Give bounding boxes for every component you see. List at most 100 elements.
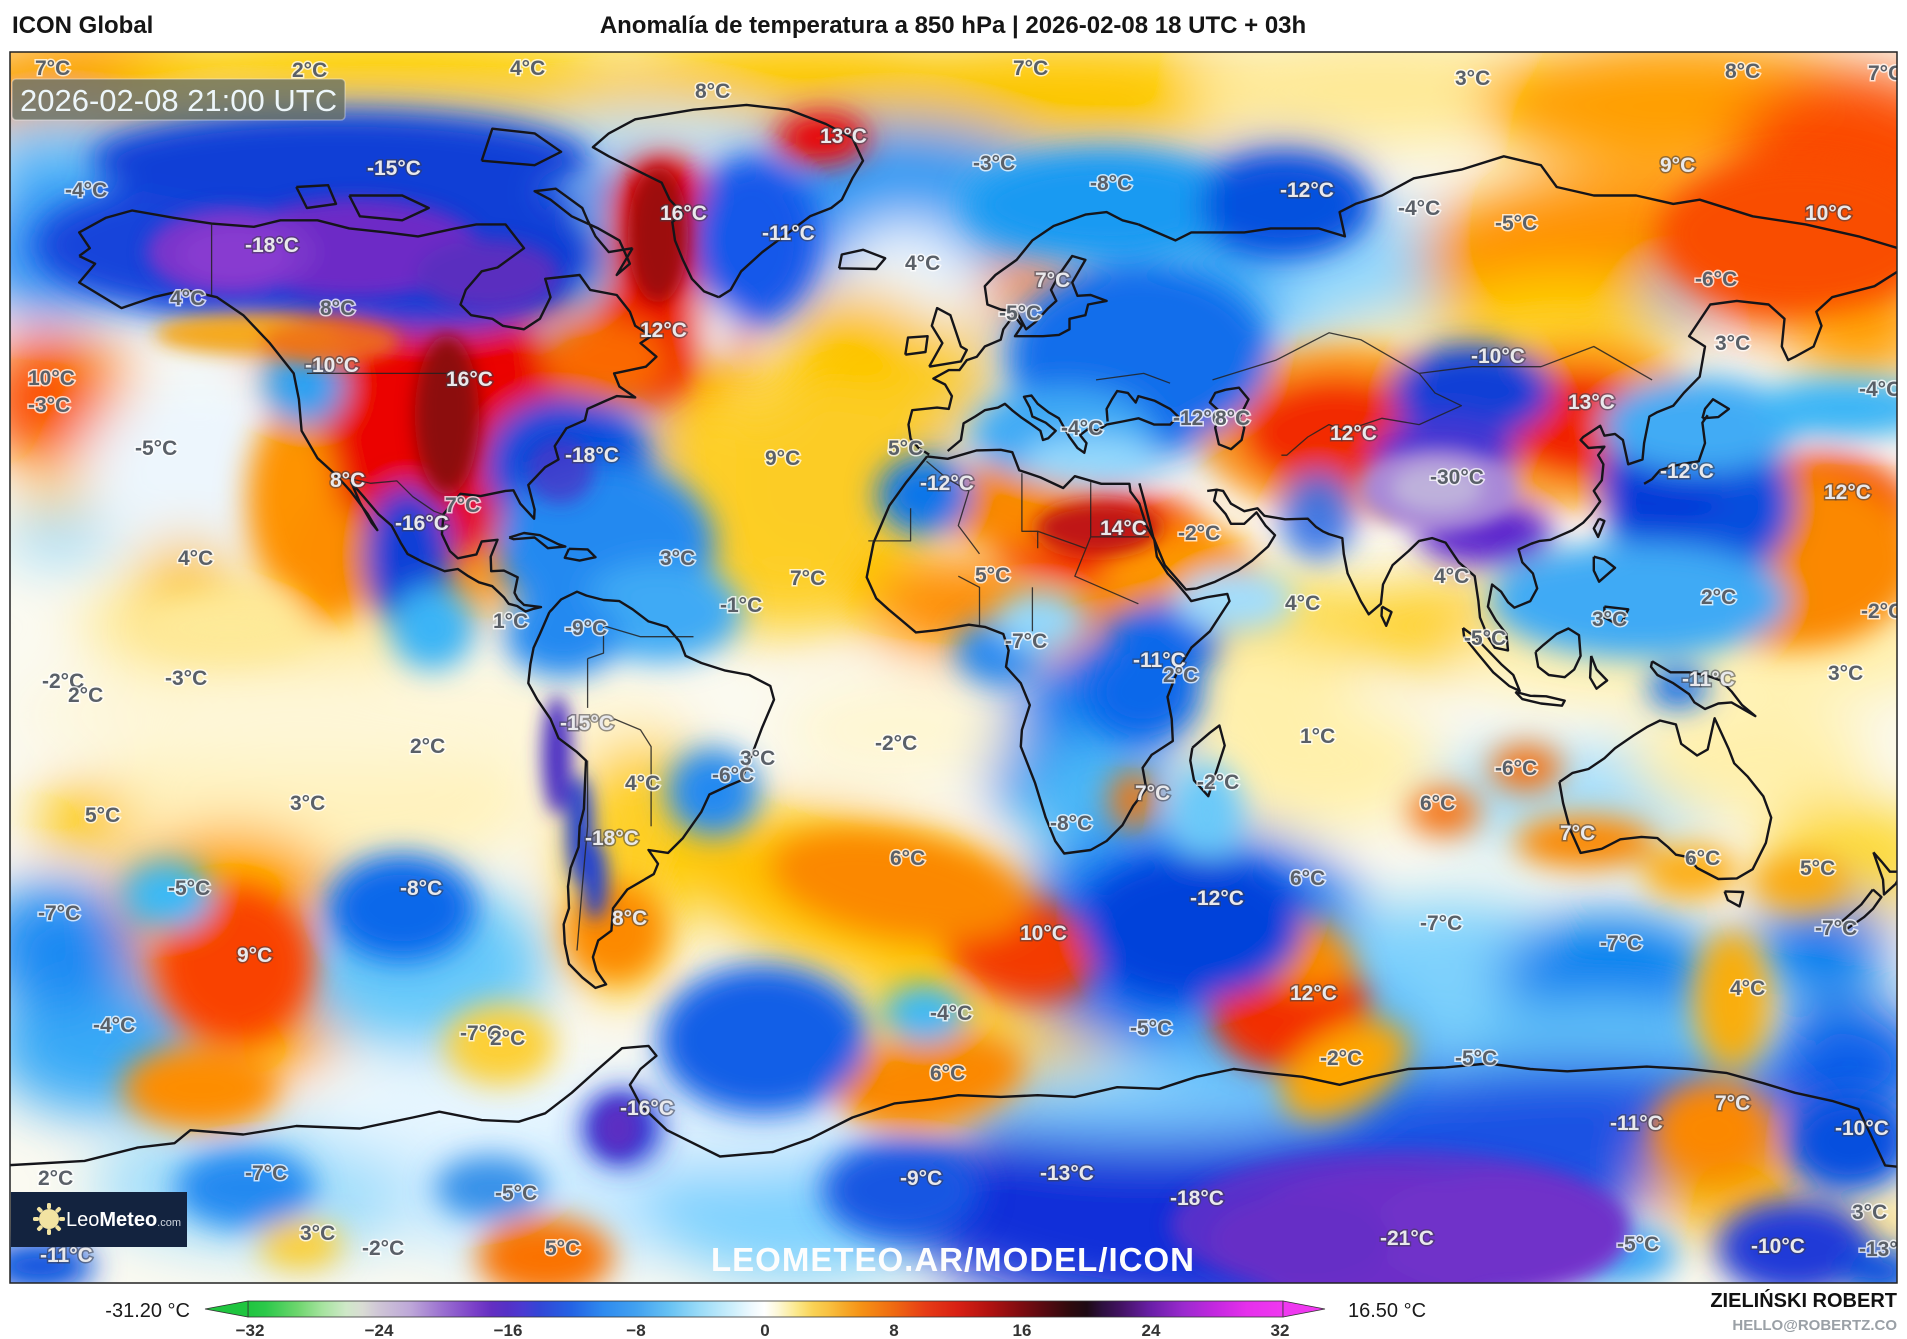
svg-text:-5°C: -5°C: [1617, 1233, 1659, 1256]
svg-text:-31.20 °C: -31.20 °C: [105, 1300, 190, 1322]
svg-text:12°C: 12°C: [1290, 982, 1337, 1005]
svg-text:5°C: 5°C: [888, 437, 923, 460]
svg-text:-30°C: -30°C: [1430, 466, 1484, 489]
svg-text:-7°C: -7°C: [1420, 912, 1462, 935]
svg-text:-5°C: -5°C: [1455, 1047, 1497, 1070]
svg-text:5°C: 5°C: [1800, 857, 1835, 880]
svg-text:-18°C: -18°C: [245, 234, 299, 257]
svg-text:7°C: 7°C: [1035, 269, 1070, 292]
svg-text:-7°C: -7°C: [460, 1022, 502, 1045]
svg-text:LeoMeteo.com: LeoMeteo.com: [66, 1209, 181, 1231]
svg-text:-8°C: -8°C: [1090, 172, 1132, 195]
svg-text:-18°C: -18°C: [565, 444, 619, 467]
svg-text:-4°C: -4°C: [930, 1002, 972, 1025]
svg-text:12°C: 12°C: [1330, 422, 1377, 445]
svg-text:-7°C: -7°C: [1815, 917, 1857, 940]
svg-text:6°C: 6°C: [1290, 867, 1325, 890]
svg-text:-7°C: -7°C: [1005, 630, 1047, 653]
svg-text:3°C: 3°C: [1828, 662, 1863, 685]
svg-text:12°C: 12°C: [640, 319, 687, 342]
svg-text:4°C: 4°C: [1285, 592, 1320, 615]
svg-text:-1°C: -1°C: [720, 594, 762, 617]
svg-text:4°C: 4°C: [178, 547, 213, 570]
svg-text:LEOMETEO.AR/MODEL/ICON: LEOMETEO.AR/MODEL/ICON: [711, 1241, 1195, 1278]
svg-text:-4°C: -4°C: [93, 1014, 135, 1037]
svg-text:13°C: 13°C: [820, 125, 867, 148]
svg-text:-5°C: -5°C: [168, 877, 210, 900]
svg-text:7°C: 7°C: [1715, 1092, 1750, 1115]
svg-text:−24: −24: [365, 1321, 394, 1339]
svg-text:-12°C: -12°C: [1660, 460, 1714, 483]
svg-text:9°C: 9°C: [1660, 154, 1695, 177]
svg-text:-18°C: -18°C: [1170, 1187, 1224, 1210]
svg-text:-16°C: -16°C: [620, 1097, 674, 1120]
svg-text:-11°C: -11°C: [40, 1244, 93, 1267]
svg-text:-3°C: -3°C: [28, 394, 70, 417]
svg-text:5°C: 5°C: [85, 804, 120, 827]
svg-text:2026-02-08 21:00 UTC: 2026-02-08 21:00 UTC: [20, 83, 337, 118]
svg-text:-6°C: -6°C: [1695, 268, 1737, 291]
svg-text:2°C: 2°C: [38, 1167, 73, 1190]
svg-text:-21°C: -21°C: [1380, 1227, 1434, 1250]
svg-text:-4°C: -4°C: [1859, 378, 1901, 401]
svg-text:ICON Global: ICON Global: [12, 12, 153, 39]
svg-text:-3°C: -3°C: [973, 152, 1015, 175]
svg-text:-4°C: -4°C: [65, 179, 107, 202]
svg-text:3°C: 3°C: [1455, 67, 1490, 90]
svg-text:-18°C: -18°C: [585, 827, 639, 850]
svg-text:2°C: 2°C: [1701, 586, 1736, 609]
svg-text:8°C: 8°C: [330, 469, 365, 492]
svg-text:6°C: 6°C: [890, 847, 925, 870]
svg-text:3°C: 3°C: [660, 547, 695, 570]
svg-text:7°C: 7°C: [1560, 822, 1595, 845]
svg-text:4°C: 4°C: [625, 772, 660, 795]
svg-text:-7°C: -7°C: [38, 902, 80, 925]
svg-text:-2°C: -2°C: [362, 1237, 404, 1260]
svg-text:10°C: 10°C: [28, 367, 75, 390]
svg-text:0: 0: [760, 1321, 769, 1339]
svg-text:-2°C: -2°C: [42, 670, 84, 693]
svg-text:-3°C: -3°C: [165, 667, 207, 690]
svg-text:3°C: 3°C: [1592, 608, 1627, 631]
svg-text:-2°C: -2°C: [875, 732, 917, 755]
svg-text:-10°C: -10°C: [1835, 1117, 1889, 1140]
svg-text:4°C: 4°C: [1434, 565, 1469, 588]
svg-text:16.50 °C: 16.50 °C: [1348, 1300, 1426, 1322]
svg-text:-5°C: -5°C: [495, 1182, 537, 1205]
svg-text:4°C: 4°C: [1730, 977, 1765, 1000]
svg-text:-11°C: -11°C: [1133, 649, 1186, 672]
svg-text:8°C: 8°C: [695, 80, 730, 103]
svg-text:6°C: 6°C: [930, 1062, 965, 1085]
svg-text:-16°C: -16°C: [395, 512, 449, 535]
svg-text:6°C: 6°C: [1420, 792, 1455, 815]
svg-text:2°C: 2°C: [68, 684, 103, 707]
svg-text:2°C: 2°C: [1163, 664, 1198, 687]
svg-text:3°C: 3°C: [740, 747, 775, 770]
svg-text:16°C: 16°C: [660, 202, 707, 225]
svg-text:-7°C: -7°C: [1600, 932, 1642, 955]
svg-text:7°C: 7°C: [1135, 782, 1170, 805]
svg-text:9°C: 9°C: [237, 944, 272, 967]
svg-text:-5°C: -5°C: [999, 302, 1041, 325]
svg-text:8°C: 8°C: [1215, 407, 1250, 430]
svg-text:-2°C: -2°C: [1197, 771, 1239, 794]
svg-text:-10°C: -10°C: [1751, 1235, 1805, 1258]
svg-text:5°C: 5°C: [545, 1237, 580, 1260]
svg-text:2°C: 2°C: [410, 735, 445, 758]
svg-text:7°C: 7°C: [1868, 62, 1903, 85]
svg-text:-10°C: -10°C: [1471, 345, 1525, 368]
svg-text:-5°C: -5°C: [1464, 627, 1506, 650]
svg-text:-6°C: -6°C: [1495, 757, 1537, 780]
svg-text:−32: −32: [236, 1321, 265, 1339]
svg-text:3°C: 3°C: [1715, 332, 1750, 355]
svg-text:8°C: 8°C: [1725, 60, 1760, 83]
svg-text:HELLO@ROBERTZ.CO: HELLO@ROBERTZ.CO: [1732, 1317, 1897, 1334]
svg-text:7°C: 7°C: [1013, 57, 1048, 80]
svg-text:ZIELIŃSKI ROBERT: ZIELIŃSKI ROBERT: [1710, 1289, 1897, 1312]
svg-text:13°C: 13°C: [1568, 391, 1615, 414]
svg-text:32: 32: [1271, 1321, 1290, 1339]
svg-text:7°C: 7°C: [35, 57, 70, 80]
svg-text:-10°C: -10°C: [305, 354, 359, 377]
svg-text:9°C: 9°C: [765, 447, 800, 470]
svg-text:12°C: 12°C: [1824, 481, 1871, 504]
